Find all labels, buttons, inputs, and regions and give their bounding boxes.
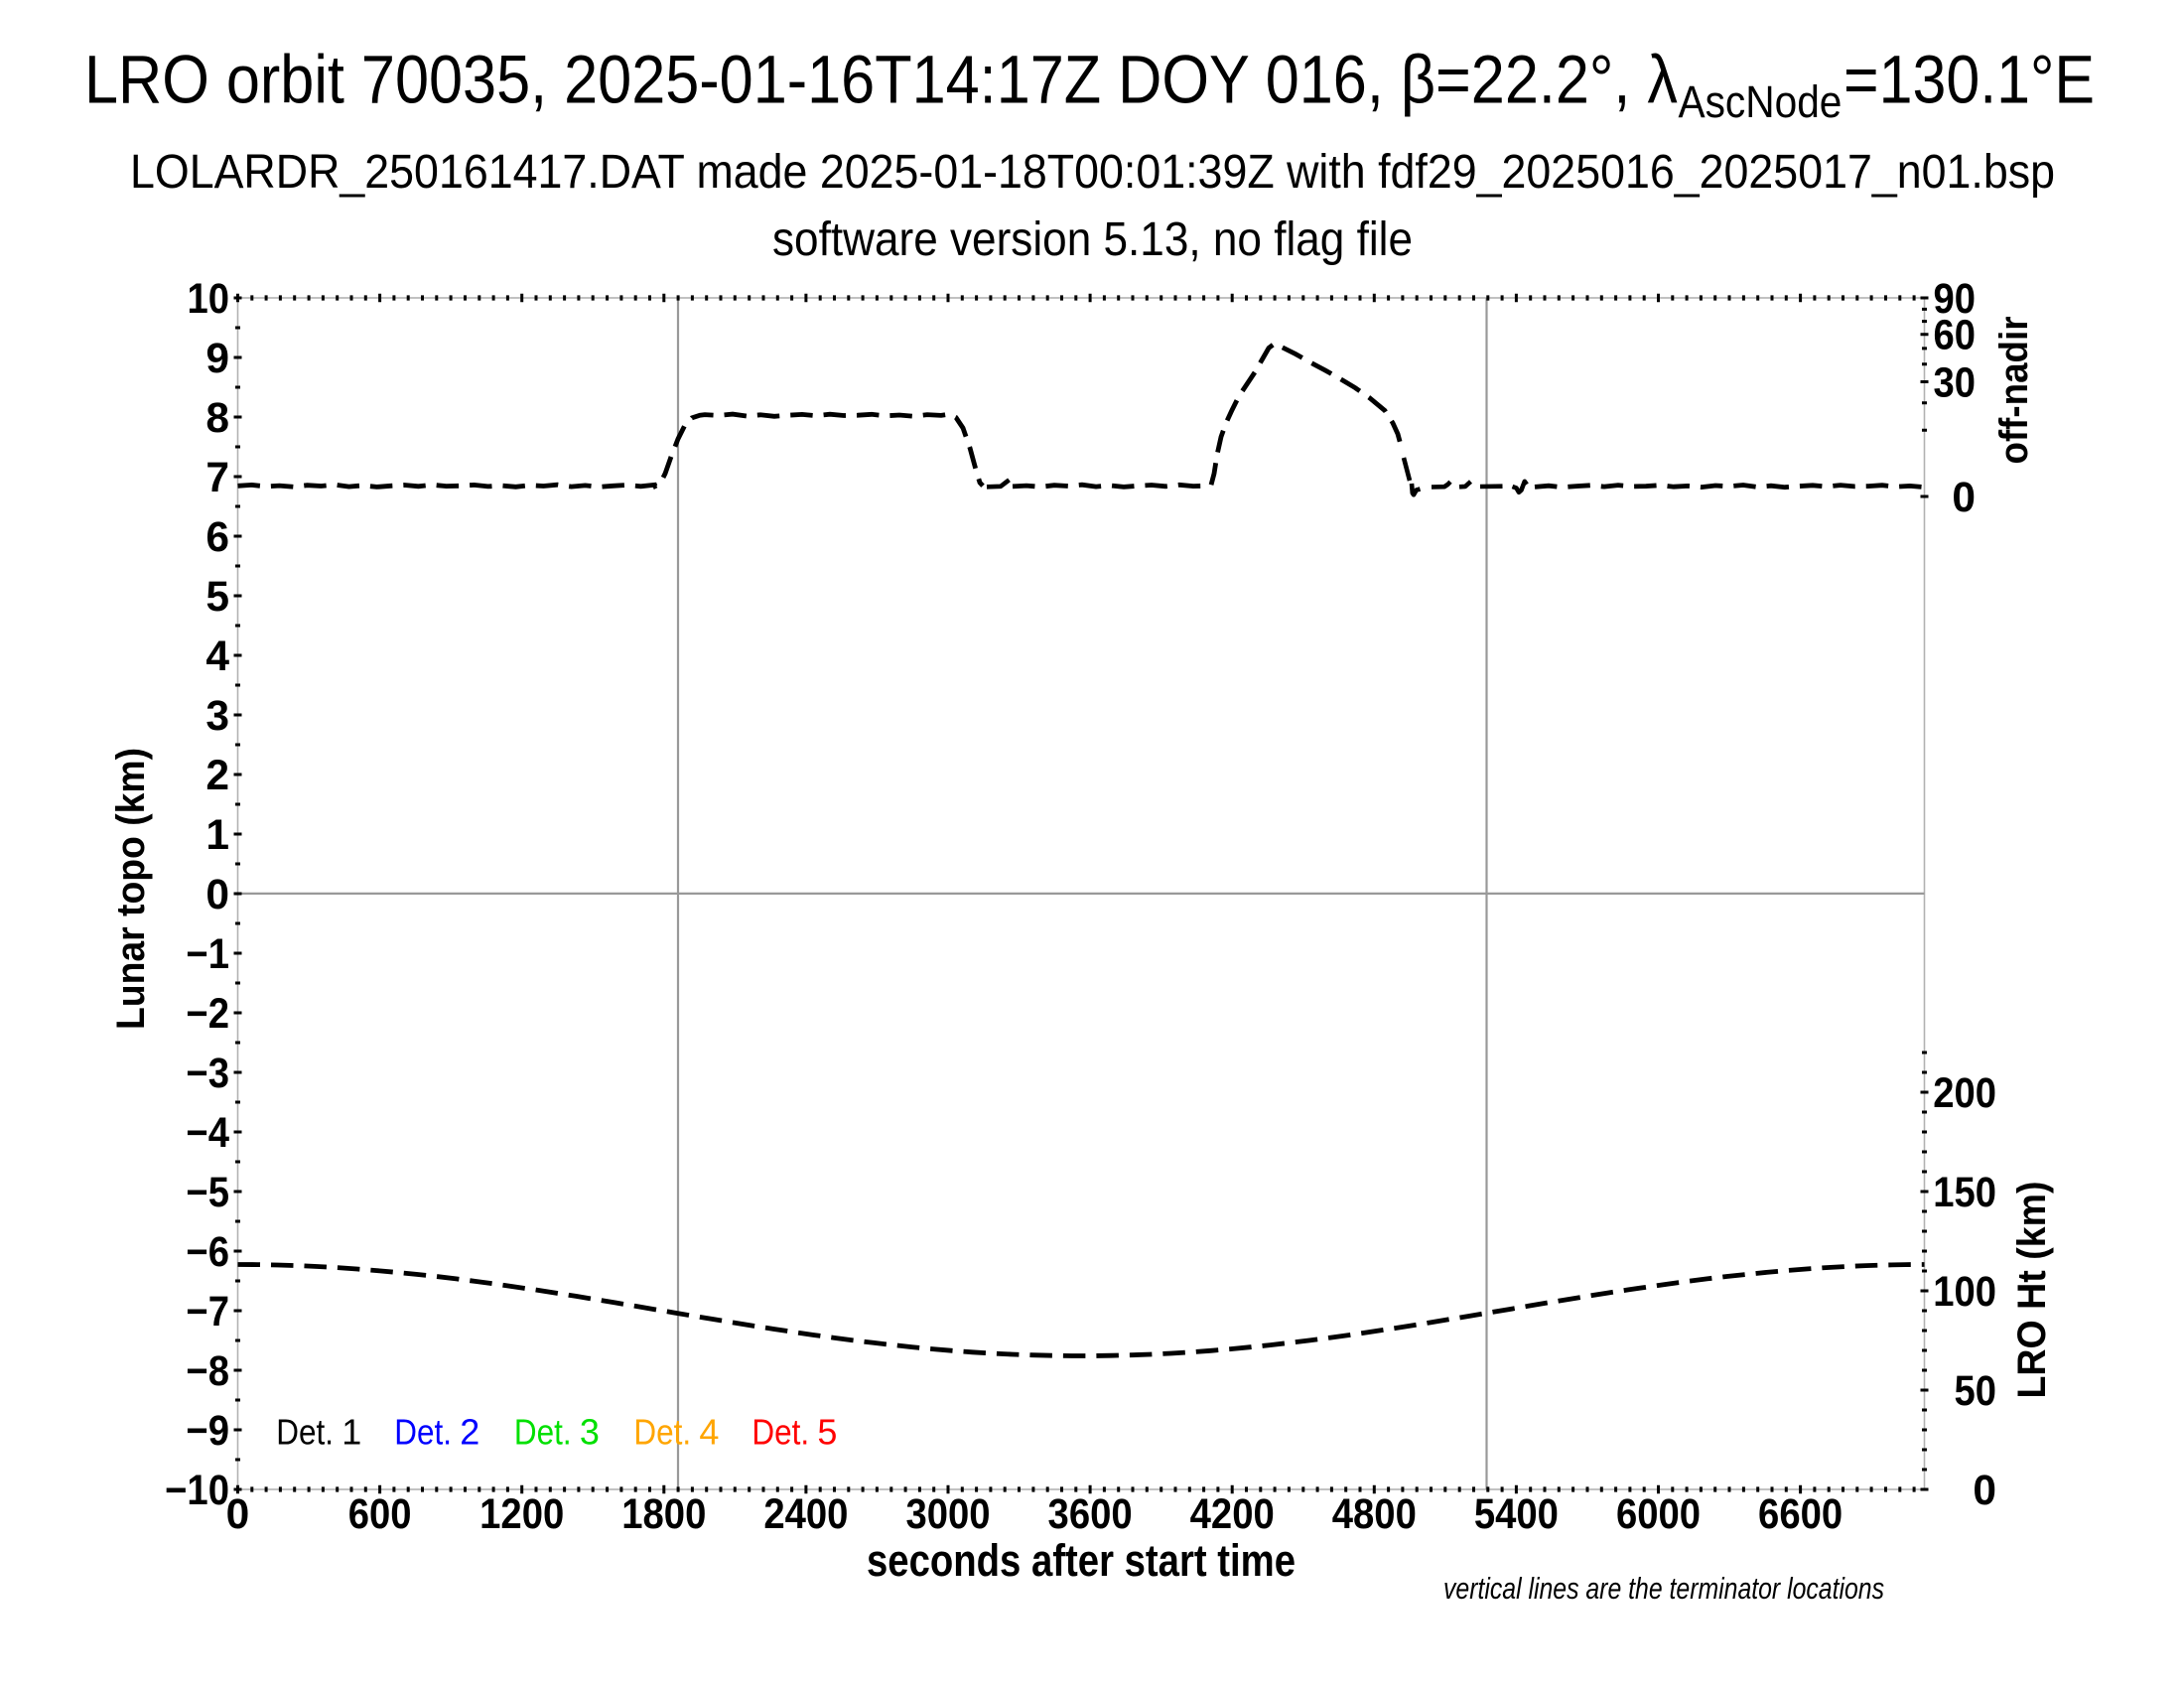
svg-text:5: 5 (205, 574, 229, 621)
svg-text:Lunar topo (km): Lunar topo (km) (109, 748, 153, 1030)
svg-text:600: 600 (348, 1491, 412, 1538)
svg-text:2400: 2400 (763, 1491, 848, 1538)
svg-text:3: 3 (580, 1412, 600, 1453)
svg-text:LRO Ht (km): LRO Ht (km) (2010, 1182, 2054, 1399)
svg-text:5400: 5400 (1474, 1491, 1559, 1538)
svg-text:0: 0 (205, 872, 229, 918)
svg-text:Det.: Det. (751, 1412, 809, 1453)
svg-text:30: 30 (1934, 360, 1977, 407)
svg-text:10: 10 (188, 276, 230, 323)
svg-text:=130.1°E: =130.1°E (1843, 42, 2095, 118)
svg-text:−8: −8 (186, 1348, 229, 1395)
svg-text:3600: 3600 (1048, 1491, 1133, 1538)
svg-text:5: 5 (817, 1412, 837, 1453)
svg-text:90: 90 (1934, 276, 1977, 323)
svg-text:150: 150 (1933, 1170, 1996, 1216)
svg-text:8: 8 (205, 395, 229, 442)
svg-text:4200: 4200 (1190, 1491, 1275, 1538)
svg-text:LOLARDR_250161417.DAT made 202: LOLARDR_250161417.DAT made 2025-01-18T00… (130, 146, 2055, 199)
svg-text:off-nadir: off-nadir (1992, 317, 2036, 465)
svg-text:3000: 3000 (905, 1491, 990, 1538)
svg-text:−4: −4 (186, 1110, 229, 1157)
svg-text:6000: 6000 (1616, 1491, 1701, 1538)
svg-text:LRO orbit 70035, 2025-01-16T14: LRO orbit 70035, 2025-01-16T14:17Z DOY 0… (84, 42, 1678, 118)
svg-text:60: 60 (1934, 313, 1977, 359)
svg-text:AscNode: AscNode (1679, 76, 1843, 127)
svg-text:9: 9 (205, 336, 229, 382)
svg-text:1: 1 (205, 812, 229, 859)
svg-text:−9: −9 (186, 1408, 229, 1455)
svg-text:−10: −10 (165, 1468, 229, 1514)
svg-text:50: 50 (1955, 1368, 1997, 1415)
svg-text:6600: 6600 (1758, 1491, 1843, 1538)
svg-text:seconds after start time: seconds after start time (867, 1535, 1296, 1586)
svg-text:0: 0 (1952, 475, 1976, 521)
svg-text:Det.: Det. (514, 1412, 572, 1453)
svg-text:7: 7 (205, 455, 229, 501)
svg-text:0: 0 (226, 1491, 250, 1538)
svg-text:1800: 1800 (621, 1491, 706, 1538)
svg-text:−2: −2 (186, 991, 229, 1038)
svg-text:3: 3 (205, 693, 229, 740)
svg-text:−3: −3 (186, 1051, 229, 1097)
svg-text:4: 4 (699, 1412, 719, 1453)
svg-text:Det.: Det. (394, 1412, 452, 1453)
svg-text:4: 4 (205, 633, 229, 680)
svg-text:Det.: Det. (276, 1412, 334, 1453)
svg-text:−7: −7 (186, 1289, 229, 1336)
svg-text:4800: 4800 (1332, 1491, 1417, 1538)
svg-text:0: 0 (1973, 1468, 1996, 1514)
svg-text:2: 2 (205, 753, 229, 799)
svg-text:1: 1 (341, 1412, 361, 1453)
svg-text:vertical lines are the termina: vertical lines are the terminator locati… (1443, 1571, 1884, 1606)
svg-text:−1: −1 (186, 931, 229, 978)
svg-text:−5: −5 (186, 1170, 229, 1216)
svg-text:software version 5.13, no flag: software version 5.13, no flag file (772, 213, 1413, 266)
svg-text:−6: −6 (186, 1229, 229, 1276)
svg-text:100: 100 (1933, 1269, 1996, 1316)
svg-text:2: 2 (460, 1412, 479, 1453)
svg-text:6: 6 (205, 514, 229, 561)
svg-text:200: 200 (1933, 1070, 1996, 1117)
svg-text:Det.: Det. (633, 1412, 691, 1453)
svg-text:1200: 1200 (479, 1491, 564, 1538)
